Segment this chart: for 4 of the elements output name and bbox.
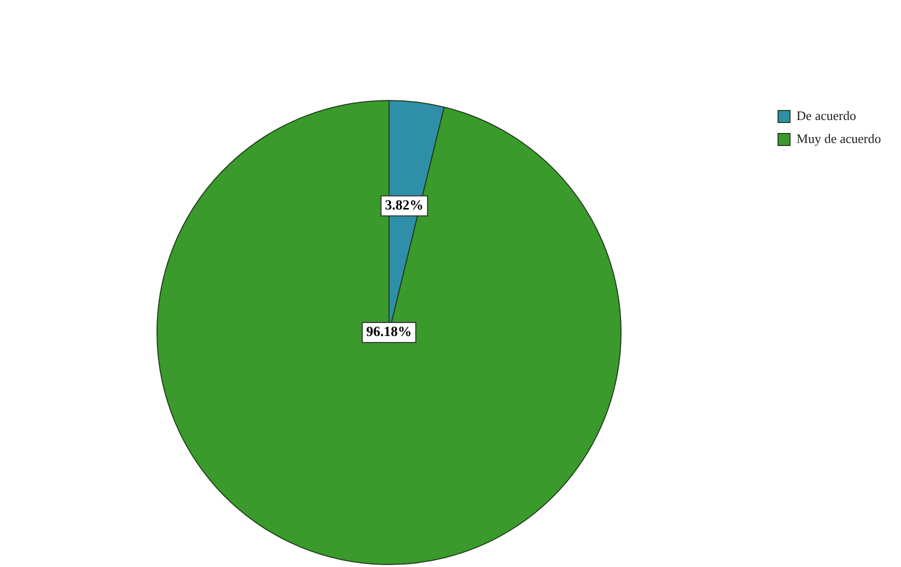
legend-label: De acuerdo — [796, 108, 856, 123]
data-label: 3.82% — [385, 198, 424, 214]
legend-label: Muy de acuerdo — [796, 130, 881, 146]
data-label: 96.18% — [366, 325, 412, 340]
